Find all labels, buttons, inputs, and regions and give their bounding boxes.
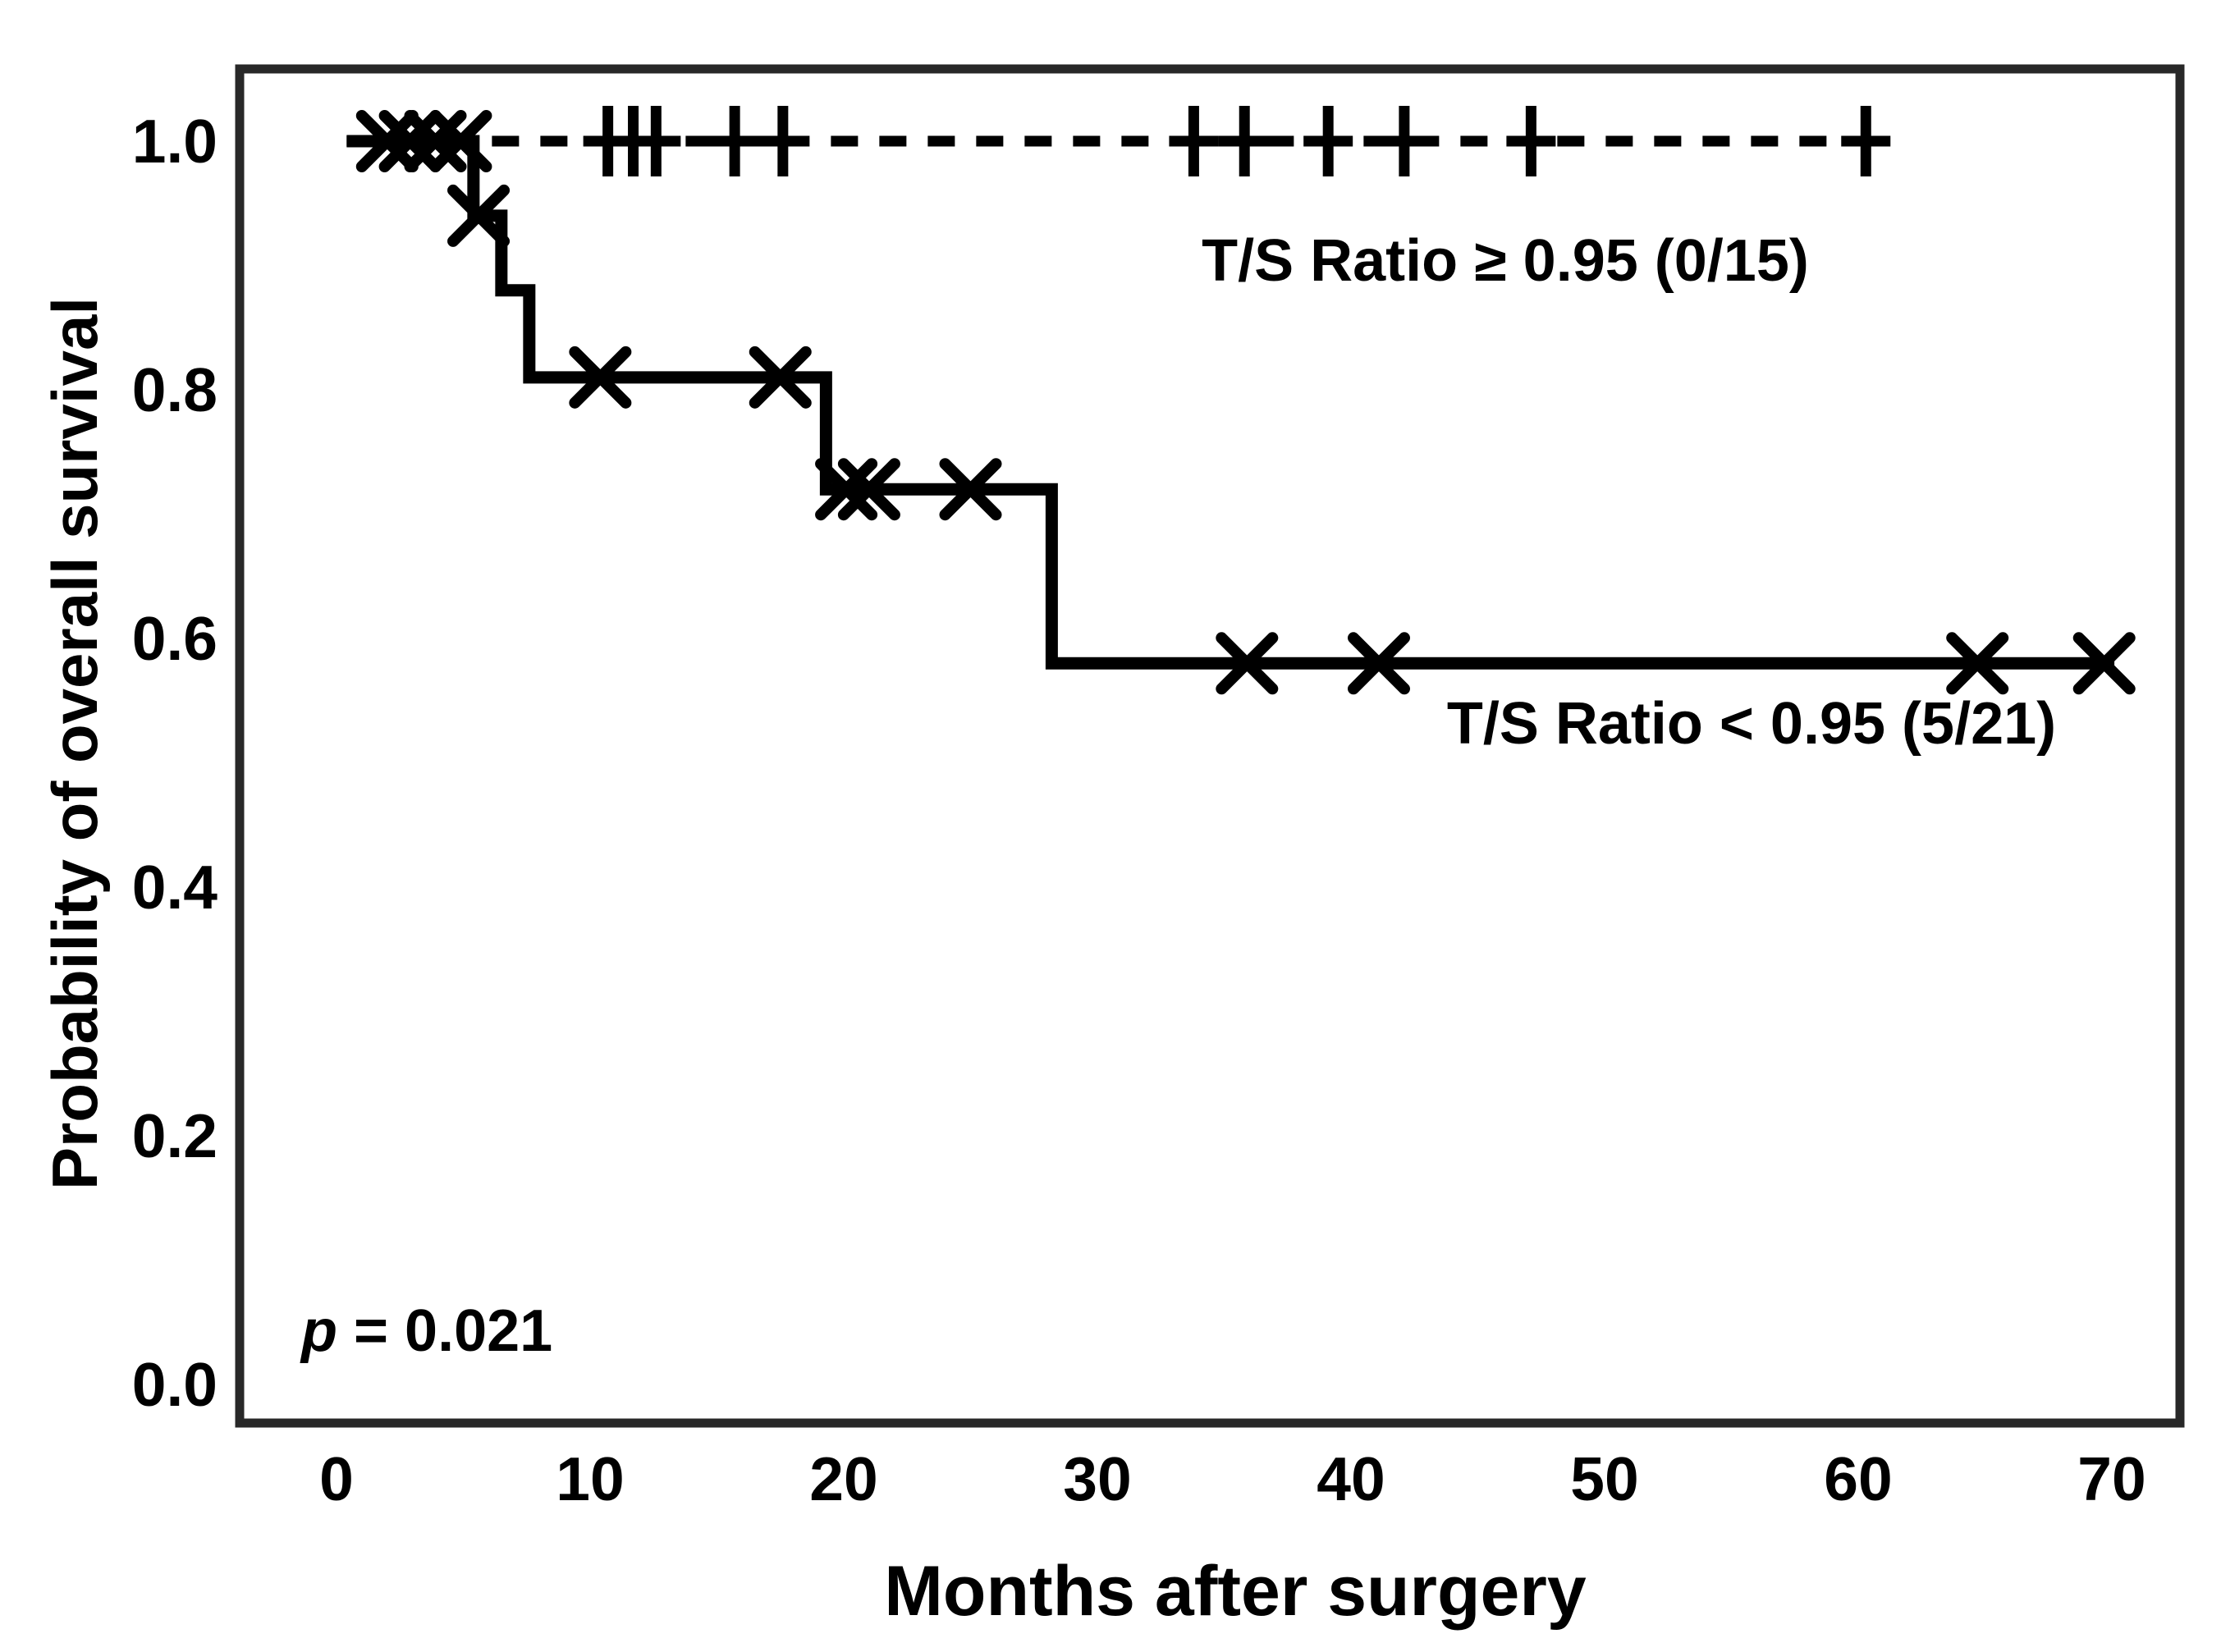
- y-tick-label: 0.8: [132, 355, 218, 424]
- x-tick-label: 50: [1570, 1444, 1638, 1513]
- x-tick-label: 40: [1317, 1444, 1385, 1513]
- p-value-label: p = 0.021: [300, 1298, 552, 1364]
- censor-x-mark: [837, 458, 900, 521]
- survival-curve-low-ratio: [346, 135, 2115, 670]
- censor-x-mark: [939, 458, 1002, 521]
- censor-x-mark: [447, 184, 511, 247]
- p-value-number: = 0.021: [337, 1298, 552, 1364]
- censor-x-mark: [429, 110, 492, 172]
- y-tick-label: 0.6: [132, 604, 218, 673]
- group-label-low-ratio: T/S Ratio < 0.95 (5/21): [1447, 691, 2056, 757]
- x-tick-label: 70: [2077, 1444, 2145, 1513]
- plot-border: [235, 64, 2185, 1428]
- censor-x-mark: [2072, 632, 2136, 695]
- x-tick-label: 60: [1824, 1444, 1892, 1513]
- censor-x-mark: [749, 346, 812, 409]
- x-tick-label: 0: [319, 1444, 354, 1513]
- y-tick-label: 0.2: [132, 1101, 218, 1170]
- x-axis-tick-labels: 0 10 20 30 40 50 60 70: [319, 1444, 2146, 1513]
- censor-marks-layer: [355, 106, 2136, 695]
- censor-x-mark: [1216, 632, 1279, 695]
- y-tick-label: 1.0: [132, 107, 218, 176]
- x-axis-title: Months after surgery: [884, 1552, 1587, 1631]
- p-value-symbol: p: [300, 1298, 337, 1364]
- y-tick-label: 0.0: [132, 1350, 218, 1419]
- y-tick-label: 0.4: [132, 853, 218, 922]
- curves-layer: [346, 135, 2115, 670]
- group-label-high-ratio: T/S Ratio ≥ 0.95 (0/15): [1202, 228, 1809, 294]
- censor-x-mark: [355, 110, 419, 172]
- x-tick-label: 10: [556, 1444, 624, 1513]
- censor-x-mark: [569, 346, 632, 409]
- y-axis-title: Probability of overall survival: [39, 297, 111, 1190]
- x-tick-label: 20: [809, 1444, 877, 1513]
- censor-x-mark: [815, 458, 878, 521]
- censor-x-mark: [378, 110, 442, 172]
- censor-x-mark: [1946, 632, 2009, 695]
- censor-x-mark: [404, 110, 467, 172]
- censor-x-mark: [1347, 632, 1410, 695]
- y-axis-tick-labels: 1.0 0.8 0.6 0.4 0.2 0.0: [132, 107, 218, 1419]
- x-tick-label: 30: [1063, 1444, 1131, 1513]
